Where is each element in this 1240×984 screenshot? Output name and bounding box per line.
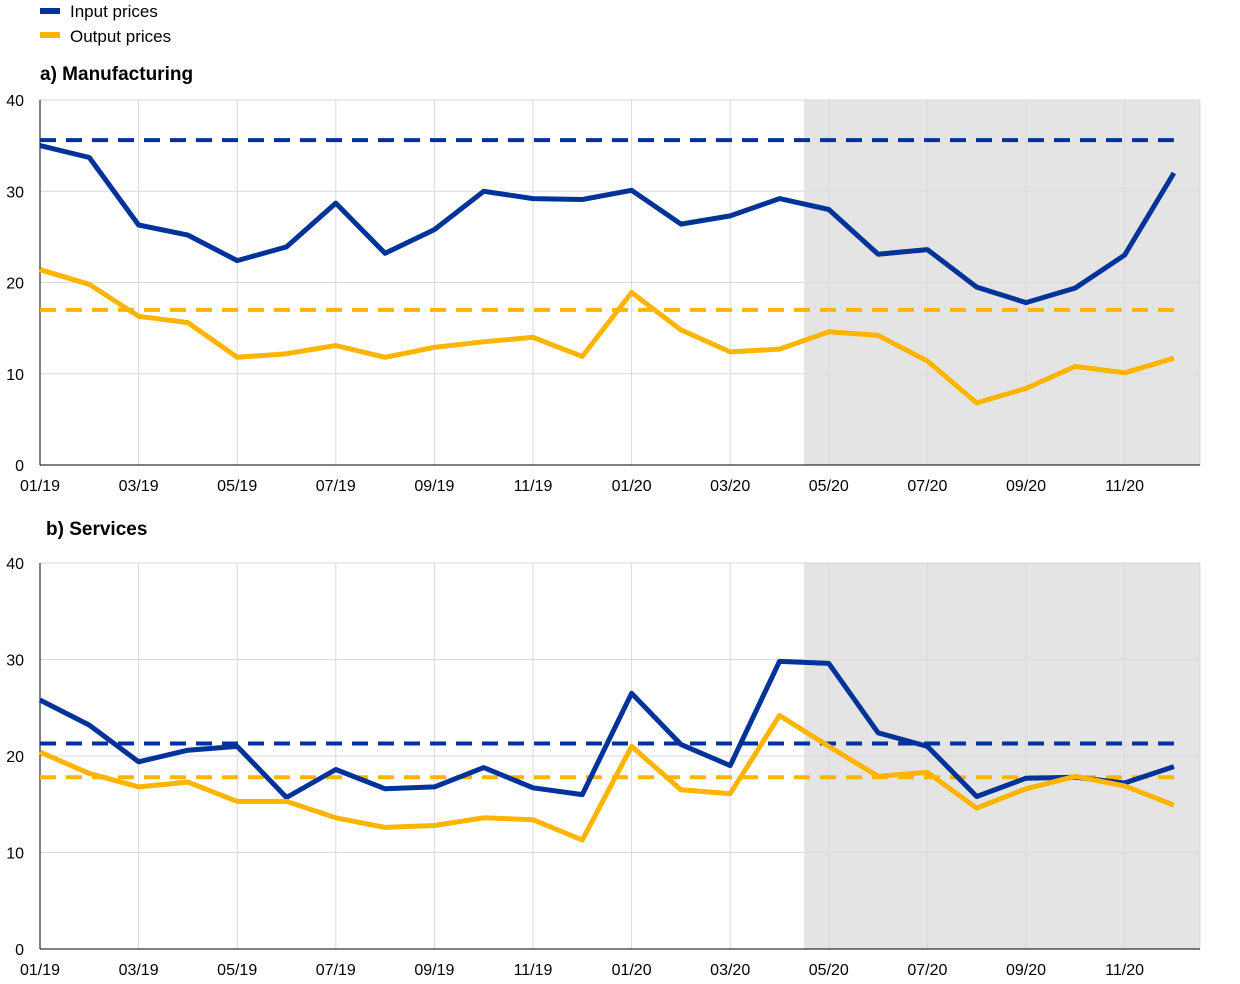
panel-manufacturing: 0 10 20 30 40 01/19 03/19 05/19 07/19 09/19 11/19 0… [6,93,1201,495]
x-tick-label: 07/20 [907,962,947,979]
x-tick-label: 09/19 [414,478,454,495]
x-tick-label: 01/19 [20,478,60,495]
x-tick-label: 11/20 [1105,478,1144,495]
legend-item-input: Input prices [40,2,158,21]
legend-swatch-input [40,8,60,14]
series-line-output-prices [39,713,1175,843]
series-line-output-prices [39,267,1175,406]
x-tick-label: 03/20 [710,478,750,495]
x-tick-label: 07/20 [907,478,947,495]
legend-swatch-output [40,32,60,38]
y-tick-label: 40 [6,556,24,573]
x-tick-label: 05/19 [217,478,257,495]
x-tick-label: 03/19 [119,478,159,495]
x-tick-label: 01/20 [612,962,652,979]
y-tick-label: 20 [6,749,24,766]
y-tick-label: 20 [6,276,24,293]
x-tick-label: 09/20 [1006,962,1046,979]
x-tick-label: 01/20 [612,478,652,495]
legend-label-input: Input prices [70,2,158,21]
legend: Input prices Output prices [40,2,171,46]
x-tick-label: 03/19 [119,962,159,979]
x-tick-label: 09/20 [1006,478,1046,495]
panel-services: 0 10 20 30 40 01/19 03/19 05/19 07/19 09/19 11/19 0… [6,556,1201,979]
y-tick-label: 10 [6,367,24,384]
y-tick-label: 40 [6,93,24,110]
x-tick-label: 07/19 [316,478,356,495]
y-tick-label: 0 [15,942,24,959]
x-tick-label: 05/20 [809,962,849,979]
series-line-input-prices [39,143,1177,306]
x-tick-label: 11/19 [514,478,553,495]
x-tick-label: 05/20 [809,478,849,495]
panel-title-services: b) Services [46,519,147,540]
y-tick-label: 0 [15,458,24,475]
series-line-input-prices [38,658,1175,800]
x-tick-label: 07/19 [316,962,356,979]
legend-item-output: Output prices [40,27,171,46]
y-tick-label: 10 [6,846,24,863]
y-tick-label: 30 [6,184,24,201]
x-tick-label: 01/19 [20,962,60,979]
x-tick-label: 03/20 [710,962,750,979]
legend-label-output: Output prices [70,27,171,46]
x-tick-label: 11/20 [1105,962,1144,979]
panel-title-manufacturing: a) Manufacturing [40,64,193,85]
y-tick-label: 30 [6,653,24,670]
x-tick-label: 09/19 [414,962,454,979]
x-tick-label: 11/19 [514,962,553,979]
x-tick-label: 05/19 [217,962,257,979]
